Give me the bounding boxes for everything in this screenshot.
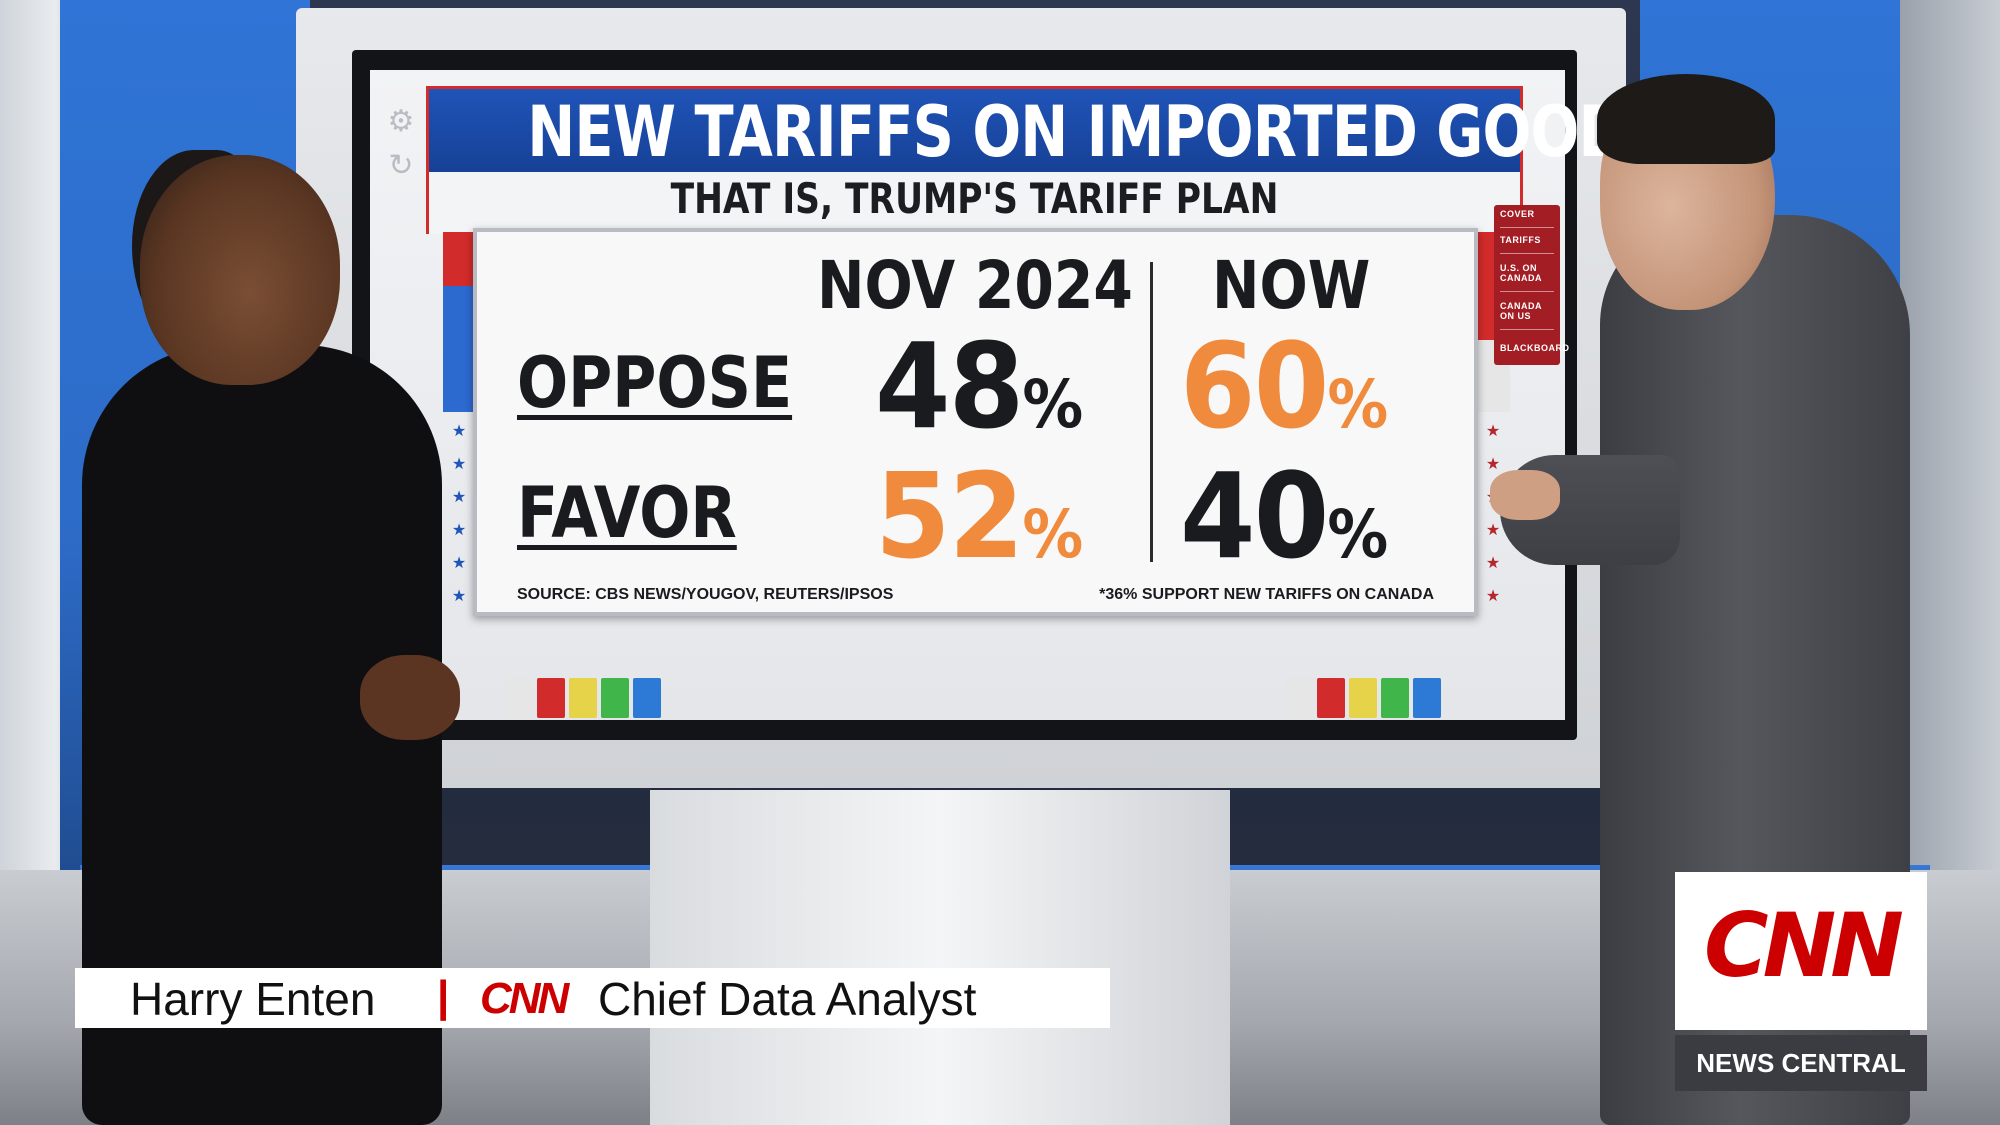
anchor-woman-hands: [360, 655, 460, 740]
footnote-canada: *36% SUPPORT NEW TARIFFS ON CANADA: [1099, 586, 1434, 603]
presenter-title: Chief Data Analyst: [598, 973, 977, 1025]
network-bug: CNN: [1675, 872, 1927, 1030]
flag-stripe-left: [443, 232, 475, 412]
column-divider: [1150, 262, 1153, 562]
gear-icon[interactable]: ⚙: [387, 105, 415, 138]
nav-item-cover[interactable]: COVER: [1500, 209, 1535, 219]
palette-swatch-green[interactable]: [601, 678, 629, 718]
column-header-nov-2024: NOV 2024: [817, 247, 1133, 324]
oppose-now-value: 60%: [1180, 317, 1389, 455]
color-palette-right: [1285, 678, 1441, 718]
board-subtitle-band: THAT IS, TRUMP'S TARIFF PLAN: [426, 172, 1523, 234]
palette-swatch-yellow[interactable]: [569, 678, 597, 718]
source-note: SOURCE: CBS NEWS/YOUGOV, REUTERS/IPSOS: [517, 586, 894, 603]
oppose-nov-2024-value: 48%: [875, 317, 1084, 455]
board-title: NEW TARIFFS ON IMPORTED GOODS: [527, 91, 1666, 173]
favor-now-value: 40%: [1180, 447, 1389, 585]
star-column-left: ★ ★ ★ ★ ★ ★: [451, 423, 467, 605]
analyst-hand: [1490, 470, 1560, 520]
nav-item-blackboard[interactable]: BLACKBOARD: [1500, 343, 1570, 353]
board-subtitle: THAT IS, TRUMP'S TARIFF PLAN: [670, 174, 1279, 223]
show-name: NEWS CENTRAL: [1675, 1035, 1927, 1091]
analyst-hair: [1597, 74, 1775, 164]
row-label-favor: FAVOR: [517, 472, 737, 554]
nav-divider: [1500, 291, 1554, 292]
nav-item-tariffs[interactable]: TARIFFS: [1500, 235, 1541, 245]
palette-swatch-blue[interactable]: [1413, 678, 1441, 718]
favor-nov-2024-value: 52%: [875, 447, 1084, 585]
palette-swatch-green[interactable]: [1381, 678, 1409, 718]
nav-item-canada-on-us[interactable]: CANADA ON US: [1500, 301, 1542, 321]
cnn-logo: CNN: [1704, 894, 1904, 997]
palette-swatch-white[interactable]: [1285, 678, 1313, 718]
column-header-now: NOW: [1212, 247, 1371, 324]
palette-swatch-blue[interactable]: [633, 678, 661, 718]
nav-divider: [1500, 329, 1554, 330]
presenter-name: Harry Enten: [130, 973, 376, 1025]
nav-divider: [1500, 227, 1554, 228]
color-palette-left: [505, 678, 661, 718]
nav-divider: [1500, 253, 1554, 254]
row-label-oppose: OPPOSE: [517, 342, 793, 424]
board-title-banner: NEW TARIFFS ON IMPORTED GOODS: [426, 86, 1667, 178]
palette-swatch-white[interactable]: [505, 678, 533, 718]
lower-third-separator: |: [437, 972, 450, 1021]
anchor-woman-head: [140, 155, 340, 385]
nav-item-us-on-canada[interactable]: U.S. ON CANADA: [1500, 263, 1542, 283]
palette-swatch-yellow[interactable]: [1349, 678, 1377, 718]
palette-swatch-red[interactable]: [537, 678, 565, 718]
refresh-icon[interactable]: ↻: [388, 149, 414, 182]
cnn-logo-small: CNN: [480, 974, 569, 1023]
board-nav-panel: COVER TARIFFS U.S. ON CANADA CANADA ON U…: [1494, 205, 1570, 365]
lower-third: Harry Enten | CNN Chief Data Analyst: [75, 968, 1110, 1028]
poll-results-card: NOV 2024 NOW OPPOSE FAVOR 48% 60% 52% 40…: [473, 228, 1478, 616]
screen-pedestal: [650, 790, 1230, 1125]
palette-swatch-red[interactable]: [1317, 678, 1345, 718]
